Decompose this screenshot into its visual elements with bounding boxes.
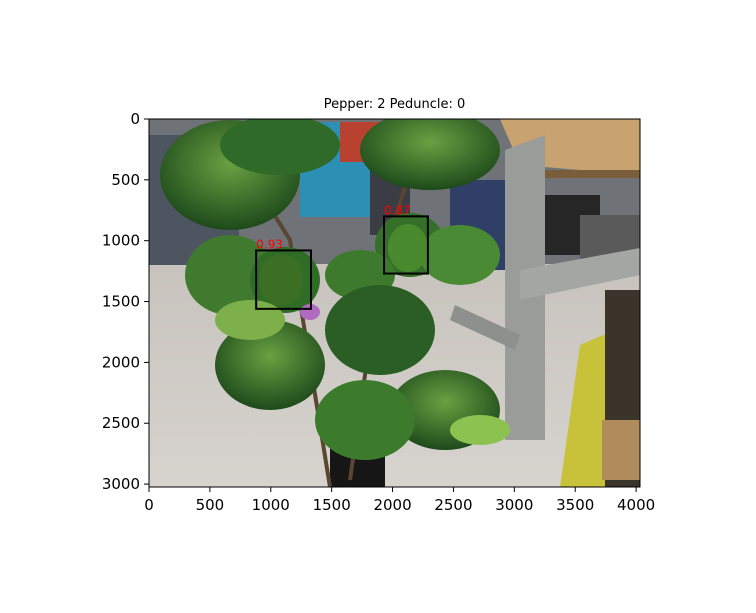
x-tick-label: 3000 (495, 496, 533, 514)
detection-box (383, 215, 429, 275)
y-tick-label: 0 (130, 110, 140, 128)
x-tick-label: 500 (196, 496, 225, 514)
x-axis: 0 500 1000 1500 2000 2500 3000 3500 4000 (144, 487, 655, 514)
y-tick-label: 3000 (102, 475, 140, 493)
x-tick-label: 1000 (252, 496, 290, 514)
y-tick-label: 2000 (102, 353, 140, 371)
x-tick-label: 2500 (434, 496, 472, 514)
photo-image (149, 119, 640, 487)
x-tick-label: 1500 (313, 496, 351, 514)
x-tick-label: 3500 (556, 496, 594, 514)
detection-score-label: 0.87 (384, 203, 411, 217)
x-tick-label: 0 (144, 496, 154, 514)
y-axis: 0 500 1000 1500 2000 2500 3000 (102, 110, 149, 493)
y-tick-label: 1500 (102, 293, 140, 311)
detections: 0.93 0.87 (255, 203, 429, 310)
y-tick-label: 2500 (102, 414, 140, 432)
detection-box (255, 249, 312, 310)
axes-frame (148, 118, 641, 488)
y-tick-label: 1000 (102, 232, 140, 250)
y-tick-label: 500 (111, 171, 140, 189)
x-tick-label: 4000 (617, 496, 655, 514)
plot-title: Pepper: 2 Peduncle: 0 (323, 97, 466, 112)
x-tick-label: 2000 (373, 496, 411, 514)
detection-score-label: 0.93 (256, 237, 283, 251)
